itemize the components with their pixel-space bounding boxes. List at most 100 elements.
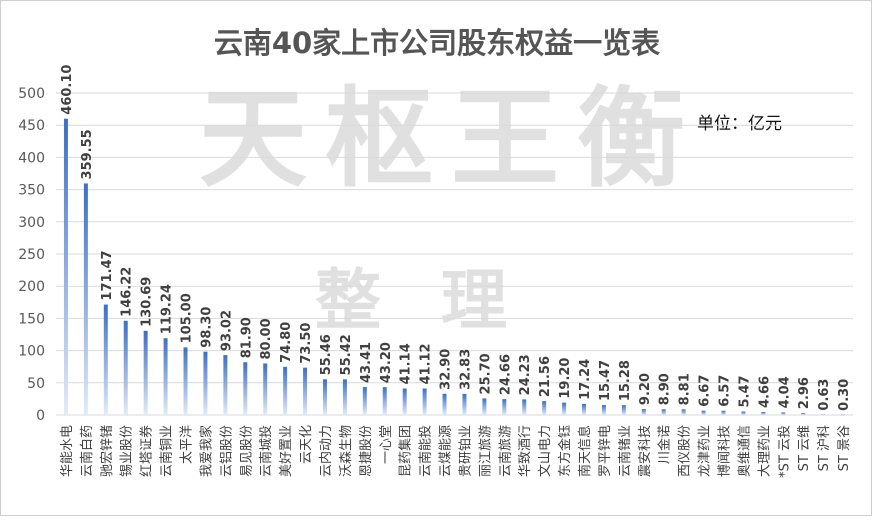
y-tick-label: 100 (18, 344, 45, 360)
category-label: 文山电力 (538, 425, 553, 477)
value-label: 15.47 (598, 360, 613, 401)
bar (303, 367, 308, 415)
category-label: 奥维通信 (737, 425, 752, 477)
category-label: 博闻科技 (717, 425, 732, 477)
value-label: 19.20 (558, 358, 573, 399)
value-labels: 460.10 359.55 171.47 146.22 130.69 119.24 105.… (60, 65, 852, 411)
category-label: 驰宏锌锗 (100, 425, 115, 477)
chart-title: 云南40家上市公司股东权益一览表 (214, 26, 660, 60)
category-label: 云铝股份 (219, 425, 234, 477)
y-tick-label: 150 (18, 311, 45, 327)
bar (143, 330, 148, 415)
bar (641, 409, 646, 415)
bar (283, 366, 288, 415)
category-label: 云南旅游 (497, 425, 513, 477)
bar (482, 398, 487, 415)
category-label: 恩捷股份 (359, 425, 374, 477)
value-label: 55.42 (339, 334, 354, 375)
value-label: 32.83 (458, 349, 473, 390)
bar (402, 388, 407, 415)
y-tick-label: 500 (18, 86, 45, 102)
category-label: 昆药集团 (398, 425, 414, 477)
value-label: 4.04 (777, 376, 792, 408)
value-label: 43.41 (359, 342, 374, 383)
category-label: ST 景谷 (837, 425, 852, 471)
value-label: 43.20 (379, 342, 394, 383)
value-label: 6.57 (717, 375, 732, 407)
category-label: 贵研铂业 (457, 425, 473, 477)
bar (821, 414, 826, 416)
category-label: 华能水电 (60, 425, 75, 477)
category-label: 云南白药 (79, 425, 95, 477)
bar (123, 320, 128, 415)
bar (243, 362, 248, 415)
value-label: 98.30 (199, 307, 214, 348)
bar (601, 405, 606, 415)
value-label: 146.22 (120, 267, 135, 317)
category-label: ST 沪科 (816, 425, 832, 471)
value-label: 32.90 (439, 349, 454, 390)
bar (183, 347, 188, 415)
category-label: 我爱我家 (198, 425, 214, 477)
bar (741, 411, 746, 415)
bar (542, 401, 547, 415)
category-label: 大理药业 (757, 425, 772, 477)
value-label: 74.80 (279, 322, 294, 363)
category-label: 锡业股份 (120, 425, 135, 477)
bar (761, 411, 766, 415)
bar (83, 183, 88, 415)
category-label: 太平洋 (180, 425, 195, 464)
category-label: 美好置业 (279, 425, 294, 477)
bar (163, 338, 168, 415)
bar (721, 410, 726, 415)
bar (462, 393, 467, 415)
y-tick-label: 250 (18, 247, 45, 263)
value-label: 2.96 (797, 377, 812, 409)
value-label: 41.14 (399, 343, 414, 384)
value-label: 130.69 (140, 277, 155, 327)
bar (701, 410, 706, 415)
bar (841, 414, 846, 416)
category-label: 川金诺 (657, 425, 673, 464)
category-label: 南天信息 (577, 425, 593, 477)
value-label: 5.47 (737, 375, 752, 407)
bar (322, 379, 327, 415)
value-label: 4.66 (757, 376, 772, 408)
category-label: 一心堂 (379, 425, 394, 464)
value-label: 24.23 (518, 354, 533, 395)
bar (522, 399, 527, 415)
category-label: 罗平锌电 (598, 425, 613, 477)
value-label: 359.55 (80, 129, 95, 179)
y-tick-label: 450 (18, 118, 45, 134)
value-label: 8.90 (658, 373, 673, 405)
bar (801, 413, 806, 415)
bar (582, 403, 587, 415)
category-label: 云内动力 (318, 425, 334, 477)
value-label: 6.67 (698, 375, 713, 407)
y-tick-label: 400 (18, 150, 45, 166)
category-label: 震安科技 (638, 425, 653, 477)
value-label: 17.24 (578, 359, 593, 400)
category-label: 东方金钰 (557, 425, 573, 477)
value-label: 80.00 (259, 318, 274, 359)
value-label: 24.66 (498, 354, 513, 395)
watermark-line-1: 天枢王衡 (199, 77, 703, 202)
value-label: 119.24 (160, 284, 175, 334)
value-label: 8.81 (678, 373, 693, 405)
value-label: 25.70 (478, 353, 493, 394)
bar (362, 387, 367, 415)
category-label: 龙津药业 (698, 425, 713, 477)
category-label: 云南锗业 (617, 425, 633, 477)
y-axis: 0 50 100 150 200 250 300 350 400 450 500 (18, 86, 45, 424)
value-label: 81.90 (239, 317, 254, 358)
bar (502, 399, 507, 415)
category-label: 西仪股份 (678, 425, 693, 477)
watermark: 天枢王衡 整理 (199, 77, 703, 339)
bar (63, 118, 68, 415)
value-label: 15.28 (618, 360, 633, 401)
category-label: 华致酒行 (518, 425, 533, 477)
bar (223, 355, 228, 415)
category-label: 沃森生物 (339, 425, 354, 477)
